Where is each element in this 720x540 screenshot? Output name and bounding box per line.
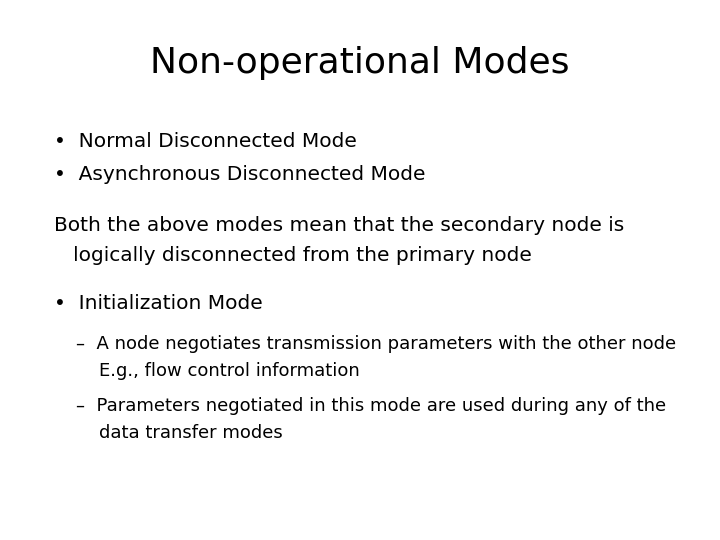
Text: Non-operational Modes: Non-operational Modes <box>150 46 570 80</box>
Text: •  Asynchronous Disconnected Mode: • Asynchronous Disconnected Mode <box>54 165 426 184</box>
Text: Both the above modes mean that the secondary node is: Both the above modes mean that the secon… <box>54 216 624 235</box>
Text: E.g., flow control information: E.g., flow control information <box>76 362 359 380</box>
Text: •  Normal Disconnected Mode: • Normal Disconnected Mode <box>54 132 357 151</box>
Text: –  Parameters negotiated in this mode are used during any of the: – Parameters negotiated in this mode are… <box>76 397 666 415</box>
Text: logically disconnected from the primary node: logically disconnected from the primary … <box>54 246 532 265</box>
Text: data transfer modes: data transfer modes <box>76 424 282 442</box>
Text: •  Initialization Mode: • Initialization Mode <box>54 294 263 313</box>
Text: –  A node negotiates transmission parameters with the other node: – A node negotiates transmission paramet… <box>76 335 676 353</box>
